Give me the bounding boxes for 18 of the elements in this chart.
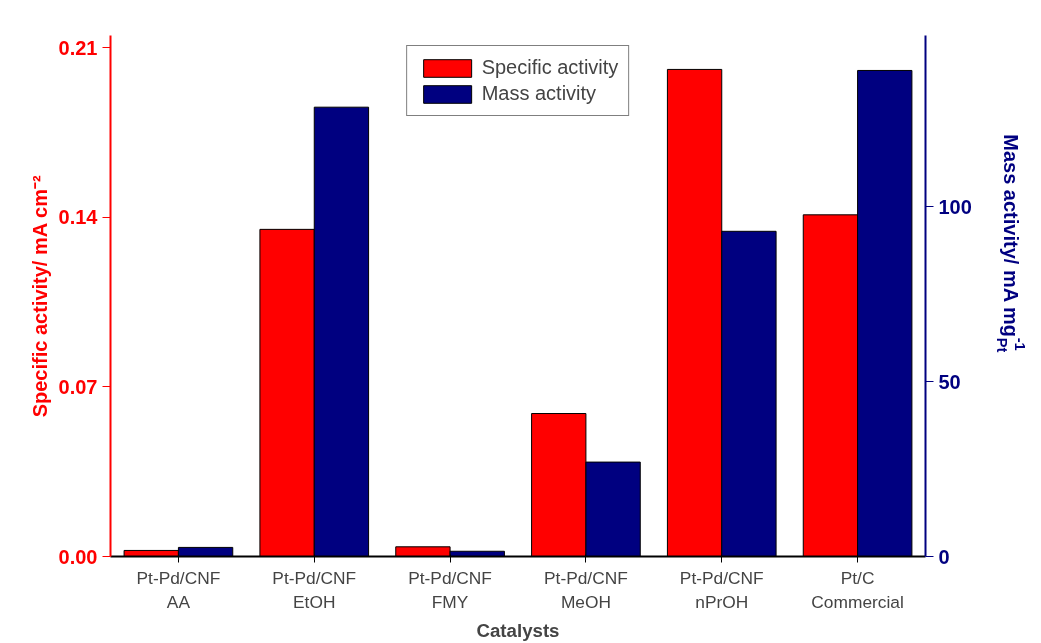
y-tick-label: 0.21 bbox=[58, 36, 98, 59]
x-tick-label: Pt-Pd/CNF nPrOH bbox=[679, 567, 764, 612]
y2-tick-label: 50 bbox=[938, 370, 961, 393]
y2-tick-label: 100 bbox=[938, 195, 972, 218]
x-tick-label: Pt-Pd/CNF EtOH bbox=[272, 567, 357, 612]
y2-axis-title: Mass activity/ mA mgPt-1 bbox=[993, 134, 1028, 353]
y-axis-title: Specific activity/ mA cm⁻² bbox=[28, 175, 51, 418]
y-tick-label: 0.14 bbox=[58, 206, 99, 229]
x-axis-title: Catalysts bbox=[476, 619, 560, 641]
y-tick-label: 0.07 bbox=[58, 375, 98, 398]
y-tick-label: 0.00 bbox=[58, 545, 98, 568]
legend-label: Specific activity bbox=[481, 56, 619, 79]
x-tick-label: Pt-Pd/CNF FMY bbox=[408, 567, 492, 612]
legend-label: Mass activity bbox=[481, 82, 597, 105]
x-tick-label: Pt/C Commercial bbox=[811, 567, 904, 612]
y2-tick-label: 0 bbox=[938, 545, 950, 568]
x-tick-label: Pt-Pd/CNF MeOH bbox=[544, 567, 628, 612]
x-tick-label: Pt-Pd/CNF AA bbox=[136, 567, 221, 612]
